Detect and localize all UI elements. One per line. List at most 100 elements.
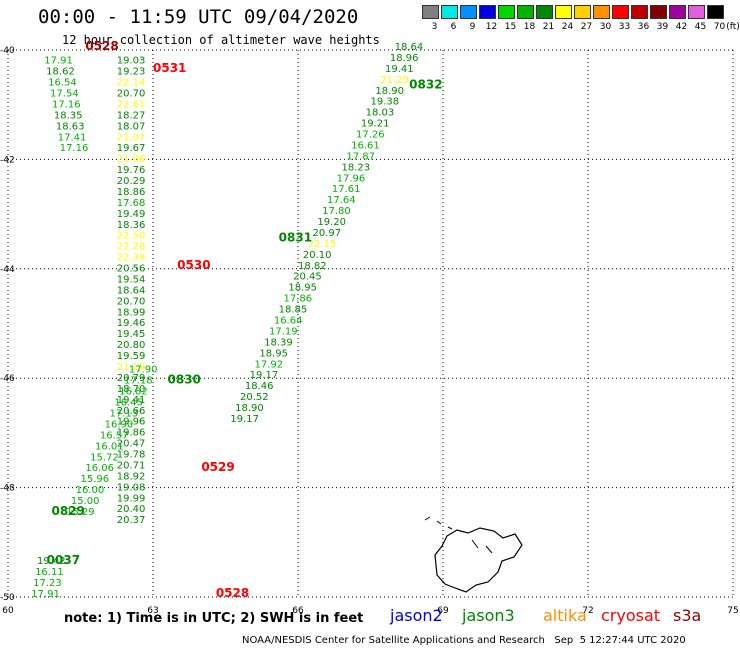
y-tick-label: -44 [0, 265, 15, 275]
wave-height-value: 19.96 [117, 417, 146, 428]
wave-height-value: 16.61 [351, 140, 380, 151]
wave-height-value: 15.29 [66, 507, 95, 518]
wave-height-value: 18.64 [117, 285, 146, 296]
map-title: 00:00 - 11:59 UTC 09/04/2020 [38, 6, 359, 28]
legend-swatch [707, 5, 724, 19]
x-tick-label: 66 [292, 606, 304, 616]
wave-height-value: 19.42 [37, 556, 66, 567]
satellite-name: jason2 [390, 606, 443, 625]
wave-height-value: 16.64 [274, 316, 303, 327]
wave-height-value: 22.28 [117, 242, 146, 253]
legend-swatch [441, 5, 458, 19]
wave-height-value: 18.27 [117, 110, 146, 121]
wave-height-value: 15.00 [71, 496, 100, 507]
wave-height-value: 19.08 [117, 482, 146, 493]
legend-label: 45 [694, 22, 707, 32]
pass-time-label: 0832 [409, 77, 442, 91]
satellite-name: s3a [673, 606, 702, 625]
wave-height-value: 18.23 [342, 162, 371, 173]
wave-height-value: 17.68 [117, 198, 146, 209]
wave-height-value: 19.99 [117, 493, 146, 504]
wave-height-value: 21.19 [117, 362, 146, 373]
wave-height-value: 16.01 [95, 441, 124, 452]
wave-height-value: 20.10 [303, 250, 332, 261]
x-tick-label: 69 [437, 606, 449, 616]
wave-height-value: 18.64 [395, 42, 424, 53]
wave-height-value: 19.20 [317, 217, 346, 228]
wave-height-value: 19.23 [117, 67, 146, 78]
wave-height-value: 16.06 [85, 463, 114, 474]
wave-height-value: 18.96 [390, 53, 419, 64]
wave-height-value: 18.99 [117, 307, 146, 318]
legend-label: 12 [485, 22, 498, 32]
wave-height-value: 16.82 [119, 387, 148, 398]
wave-height-value: 20.52 [240, 392, 269, 403]
wave-height-value: 18.35 [54, 110, 83, 121]
legend-swatch [498, 5, 515, 19]
satellite-name: jason3 [462, 606, 515, 625]
legend-label: 27 [580, 22, 593, 32]
wave-height-value: 17.86 [284, 294, 313, 305]
legend-label: 30 [599, 22, 612, 32]
legend-swatch [555, 5, 572, 19]
pass-time-label: 0831 [279, 230, 312, 244]
wave-height-value: 18.90 [375, 86, 404, 97]
wave-height-value: 19.86 [117, 428, 146, 439]
wave-height-value: 17.23 [33, 578, 62, 589]
pass-time-label: 0529 [201, 460, 234, 474]
legend-swatch [460, 5, 477, 19]
wave-height-value: 17.91 [44, 56, 73, 67]
wave-height-value: 18.36 [117, 220, 146, 231]
wave-height-value: 20.70 [117, 296, 146, 307]
pass-time-label: 0829 [52, 504, 85, 518]
wave-height-value: 18.39 [264, 337, 293, 348]
wave-height-value: 17.87 [346, 151, 375, 162]
island-outline [434, 527, 523, 593]
wave-height-value: 18.70 [117, 384, 146, 395]
wave-height-value: 18.46 [245, 381, 274, 392]
pass-time-label: 0830 [168, 373, 201, 387]
wave-height-value: 17.92 [255, 359, 284, 370]
wave-height-value: 18.63 [56, 121, 85, 132]
wave-height-value: 18.95 [288, 283, 317, 294]
wave-height-value: 19.67 [117, 143, 146, 154]
wave-height-value: 17.16 [52, 99, 81, 110]
y-tick-label: -40 [0, 46, 15, 56]
x-tick-label: 72 [582, 606, 593, 616]
wave-height-value: 17.61 [332, 184, 361, 195]
wave-height-value: 22.39 [117, 253, 146, 264]
wave-height-value: 18.82 [298, 261, 327, 272]
wave-height-value: 16.54 [48, 78, 77, 89]
wave-height-value: 21.07 [117, 132, 146, 143]
wave-height-value: 20.80 [117, 340, 146, 351]
wave-height-value: 17.16 [60, 143, 89, 154]
wave-height-value: 16.00 [76, 485, 105, 496]
wave-height-value: 19.38 [371, 97, 400, 108]
wave-height-value: 19.03 [117, 56, 146, 67]
wave-height-value: 18.90 [235, 403, 264, 414]
wave-height-value: 20.45 [293, 272, 322, 283]
wave-height-value: 17.13 [110, 408, 139, 419]
legend-swatch [593, 5, 610, 19]
wave-height-value: 17.80 [322, 206, 351, 217]
wave-height-value: 16.11 [35, 567, 64, 578]
wave-height-value: 15.96 [81, 474, 110, 485]
wave-height-value: 17.18 [124, 376, 153, 387]
wave-height-value: 19.54 [117, 274, 146, 285]
wave-height-value: 18.03 [366, 108, 395, 119]
wave-height-value: 18.07 [117, 121, 146, 132]
wave-height-value: 19.76 [117, 165, 146, 176]
wave-height-value: 20.97 [313, 228, 342, 239]
legend-unit: (ft) [726, 22, 740, 32]
x-tick-label: 63 [147, 606, 158, 616]
wave-height-value: 22.61 [117, 99, 146, 110]
pass-time-label: 0037 [47, 553, 80, 567]
legend-label: 3 [431, 22, 438, 32]
island-detail [424, 516, 493, 554]
wave-height-value: 20.70 [117, 88, 146, 99]
legend-swatch [688, 5, 705, 19]
wave-height-value: 17.26 [356, 130, 385, 141]
y-tick-label: -48 [0, 484, 15, 494]
legend-label: 42 [675, 22, 688, 32]
legend-label: 15 [504, 22, 517, 32]
